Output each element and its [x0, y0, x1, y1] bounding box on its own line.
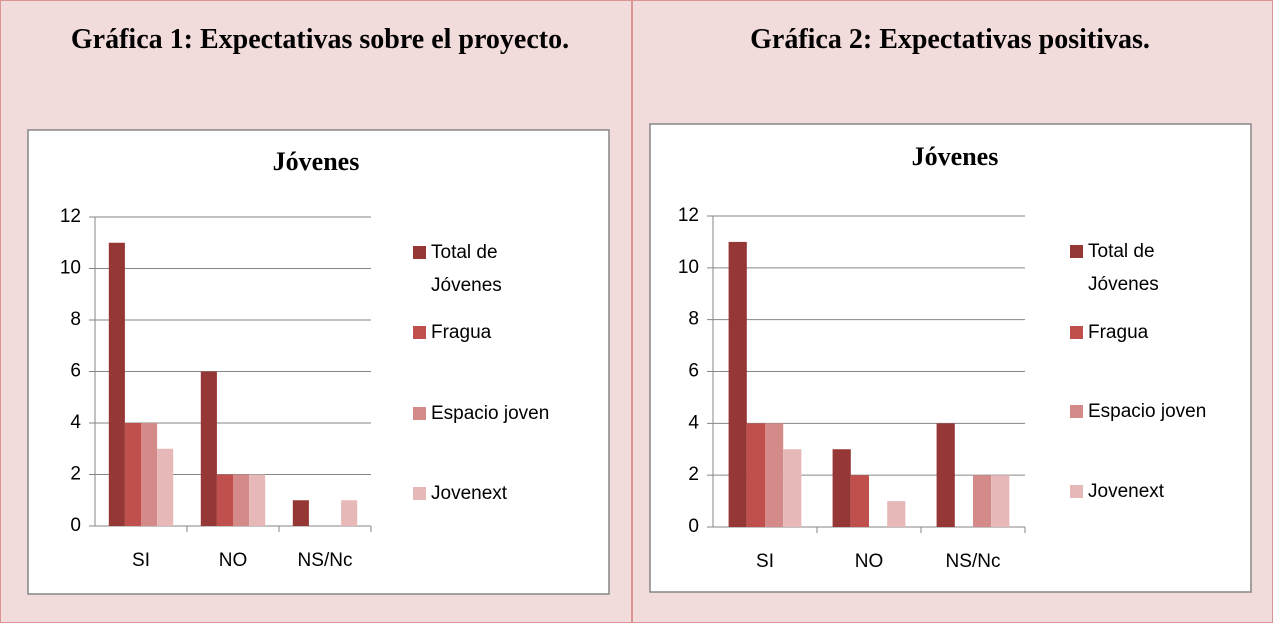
bar — [216, 474, 233, 526]
legend-entry: Fragua — [1088, 322, 1149, 343]
legend-entry: Espacio joven — [431, 403, 550, 424]
legend-label: Espacio joven — [431, 403, 550, 424]
y-tick-label: 8 — [70, 309, 81, 330]
legend-label: Jovenext — [431, 483, 508, 504]
x-tick-label: SI — [756, 551, 774, 572]
y-tick-label: 12 — [60, 206, 81, 227]
legend-entry: Total de Jóvenes — [431, 242, 502, 296]
legend-swatch — [1070, 405, 1083, 418]
legend-label: Total de Jóvenes — [1088, 241, 1159, 295]
y-tick-label: 0 — [70, 515, 81, 536]
bar — [157, 448, 174, 526]
legend-entry: Total de Jóvenes — [1088, 241, 1159, 295]
x-tick-label: NO — [855, 551, 884, 572]
header: Gráfica 1: Expectativas sobre el proyect… — [71, 24, 569, 55]
bar — [124, 423, 141, 526]
y-tick-label: 0 — [688, 516, 699, 537]
legend-swatch — [1070, 485, 1083, 498]
bar — [200, 371, 217, 526]
legend-label: Jovenext — [1088, 481, 1165, 502]
x-tick-label: NS/Nc — [298, 550, 353, 571]
y-tick-label: 2 — [70, 464, 81, 485]
bar — [141, 423, 158, 526]
bar — [746, 423, 765, 527]
x-tick-label: NS/Nc — [946, 551, 1001, 572]
y-tick-label: 12 — [678, 205, 699, 226]
bar — [233, 474, 250, 526]
y-tick-label: 8 — [688, 309, 699, 330]
bar — [728, 241, 747, 527]
x-tick-label: SI — [132, 550, 150, 571]
legend-label: Espacio joven — [1088, 401, 1207, 422]
chart-title: Jóvenes — [273, 147, 360, 176]
x-tick-label: NO — [219, 550, 248, 571]
legend-entry: Jovenext — [1088, 481, 1165, 502]
legend-label: Fragua — [1088, 322, 1149, 343]
legend-swatch — [413, 246, 426, 259]
y-tick-label: 4 — [688, 412, 699, 433]
bar — [341, 500, 358, 526]
y-tick-label: 2 — [688, 464, 699, 485]
legend-entry: Fragua — [431, 322, 492, 343]
legend-swatch — [1070, 245, 1083, 258]
legend-swatch — [413, 487, 426, 500]
legend-label: Fragua — [431, 322, 492, 343]
y-tick-label: 10 — [678, 257, 699, 278]
legend-entry: Jovenext — [431, 483, 508, 504]
y-tick-label: 10 — [60, 258, 81, 279]
bar — [249, 474, 266, 526]
legend-swatch — [1070, 326, 1083, 339]
bar — [765, 423, 784, 527]
y-tick-label: 6 — [688, 361, 699, 382]
legend-entry: Espacio joven — [1088, 401, 1207, 422]
chart-title: Jóvenes — [912, 142, 999, 171]
bar — [973, 475, 992, 527]
bar — [887, 501, 906, 527]
legend-label: Total de Jóvenes — [431, 242, 502, 296]
bar — [936, 423, 955, 527]
bar — [850, 475, 869, 527]
bar — [832, 449, 851, 527]
bar — [991, 475, 1010, 527]
header: Gráfica 2: Expectativas positivas. — [750, 24, 1150, 55]
bar — [783, 449, 802, 527]
y-tick-label: 4 — [70, 412, 81, 433]
legend-swatch — [413, 326, 426, 339]
y-tick-label: 6 — [70, 361, 81, 382]
bar — [292, 500, 309, 526]
legend-swatch — [413, 407, 426, 420]
bar — [108, 242, 125, 526]
